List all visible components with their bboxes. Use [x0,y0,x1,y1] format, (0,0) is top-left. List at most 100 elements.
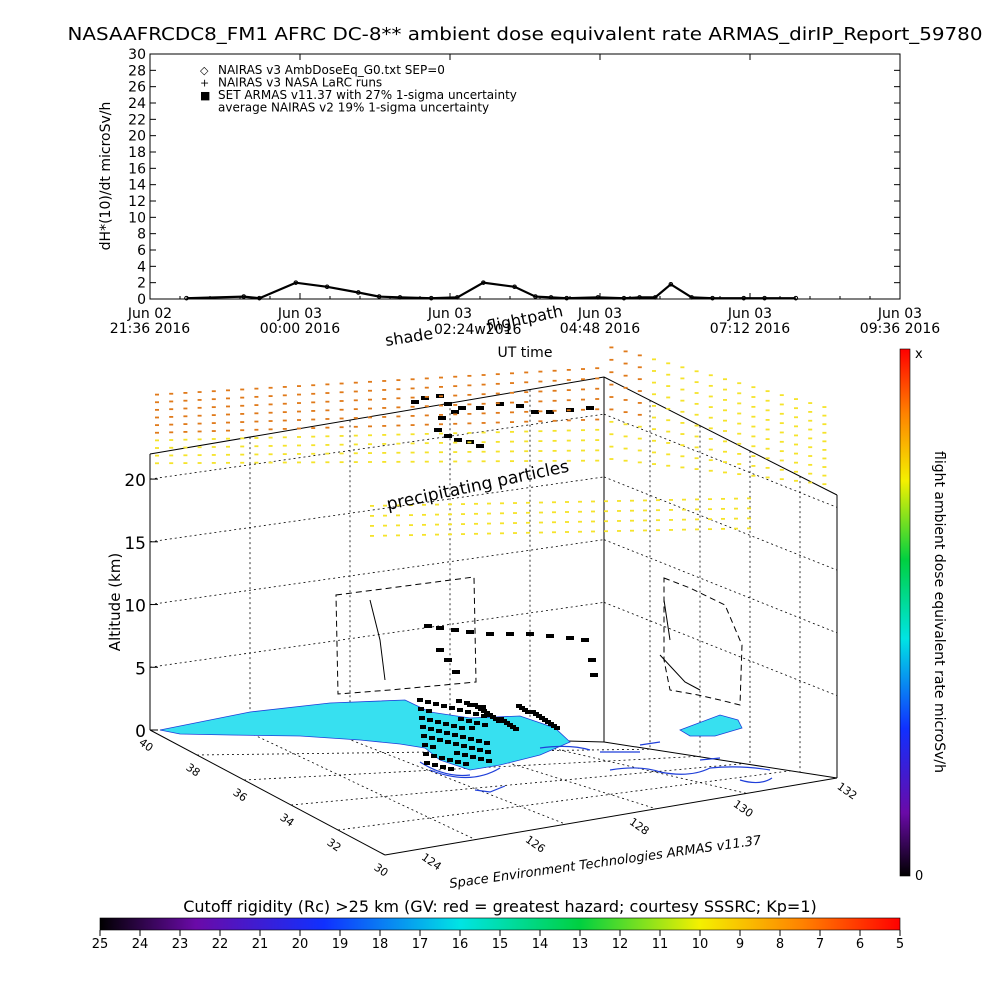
particle-dot [652,381,656,384]
track-segment-low [478,757,484,761]
particle-dot [370,505,374,507]
particle-dot [595,428,600,431]
particle-dot [410,460,415,463]
particle-dot [552,389,557,392]
particle-dot [169,431,174,434]
particle-dot [396,433,401,436]
particle-dot [495,392,500,395]
particle-dot [538,440,543,443]
particle-dot [448,533,452,536]
particle-dot [169,392,174,395]
particle-dot [410,415,415,417]
particle-dot [424,423,429,426]
particle-dot [656,499,660,502]
particle-dot [240,396,245,399]
particle-dot [794,398,798,400]
particle-dot [410,405,415,408]
particle-dot [500,522,504,525]
particle-dot [652,463,656,465]
particle-dot [779,394,784,397]
particle-dot [609,420,614,423]
particle-dot [694,381,699,384]
particle-dot [609,396,614,398]
particle-dot [268,436,273,439]
particle-dot [155,439,159,442]
floor-grid-lon [248,732,476,840]
particle-dot [382,380,387,382]
rigidity-tick-label: 14 [532,937,549,952]
particle-dot [297,453,301,455]
particle-dot [155,393,159,396]
particle-dot [282,444,287,447]
annotation-precipitating-particles: precipitating particles [385,457,571,515]
particle-dot [368,407,372,410]
particle-dot [822,414,827,417]
dose-point [184,295,189,301]
particle-dot [422,513,426,516]
particle-dot [226,413,230,416]
particle-dot [723,378,727,381]
particle-dot [325,435,330,438]
particle-dot [197,406,202,409]
particle-dot [211,430,216,432]
particle-dot [410,387,415,390]
particle-dot [680,422,685,424]
particle-dot [382,398,387,400]
y-tick-label: 20 [128,129,146,145]
particle-dot [609,433,614,436]
particle-dot [353,390,358,393]
particle-dot [368,380,372,383]
track-segment-low [432,763,438,767]
particle-dot [510,421,514,423]
particle-dot [552,449,557,452]
particle-dot [410,442,415,445]
right-grid-line [603,476,838,571]
altitude-tick-label: 15 [124,534,146,554]
particle-dot [623,435,628,438]
particle-dot [694,468,699,470]
particle-dot [183,430,188,433]
particle-dot [268,445,273,447]
particle-dot [581,439,585,442]
particle-dot [211,462,216,464]
particle-dot [595,439,600,441]
particle-dot [396,424,401,427]
particle-dot [822,474,827,477]
track-segment-low [452,733,458,737]
particle-dot [694,424,699,427]
rigidity-tick-label: 6 [856,937,864,952]
track-segment-low [456,699,462,703]
track-segment-low [435,720,441,724]
particle-dot [652,439,656,442]
particle-dot [708,459,713,462]
particle-dot [410,396,415,399]
particle-dot [637,378,642,381]
particle-dot [623,423,628,426]
particle-dot [623,362,628,365]
altitude-tick-label: 5 [135,659,146,679]
particle-dot [183,462,188,464]
particle-dot [325,418,330,420]
particle-dot [240,413,245,415]
particle-dot [566,429,571,432]
particle-dot [708,469,713,472]
particle-dot [439,395,443,398]
legend-symbol: ■ [200,89,210,102]
particle-dot [666,407,671,410]
particle-dot [524,371,529,374]
particle-dot [538,420,543,423]
particle-dot [581,368,585,370]
particle-dot [808,472,813,475]
dose-point [741,295,747,301]
dose-point [637,295,642,300]
particle-dot [155,424,159,427]
particle-dot [424,377,429,380]
particle-dot [524,460,529,462]
track-segment-high [444,402,452,406]
particle-dot [751,445,756,448]
track-segment-low [469,726,475,730]
particle-dot [382,407,387,409]
particle-dot [339,426,344,429]
particle-dot [538,450,543,452]
particle-dot [695,508,699,511]
